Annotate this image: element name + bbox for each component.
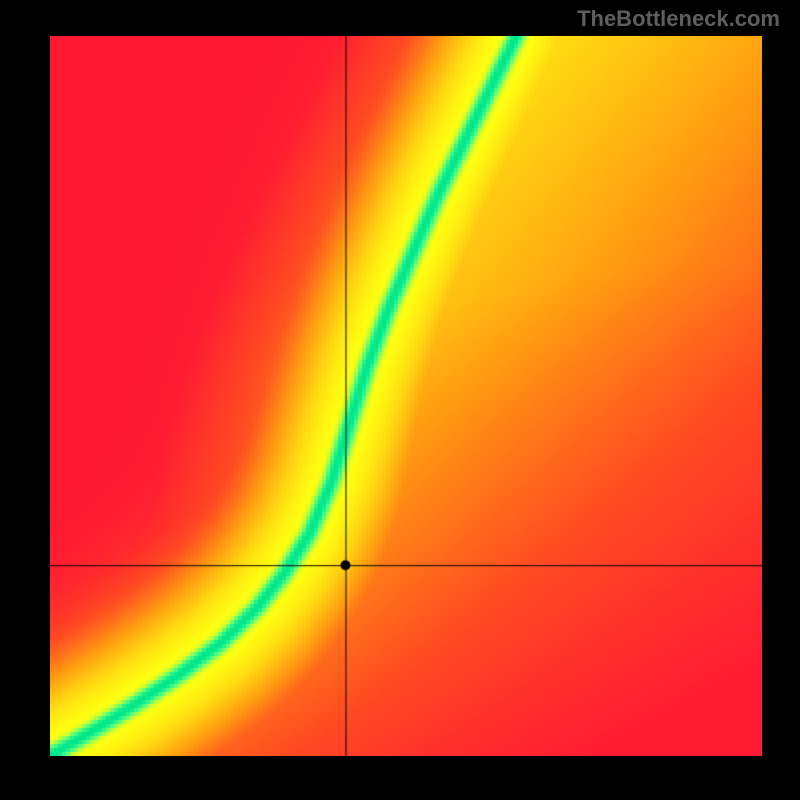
bottleneck-heatmap-chart: TheBottleneck.com: [0, 0, 800, 800]
watermark-text: TheBottleneck.com: [577, 6, 780, 32]
crosshair-overlay: [50, 36, 762, 756]
